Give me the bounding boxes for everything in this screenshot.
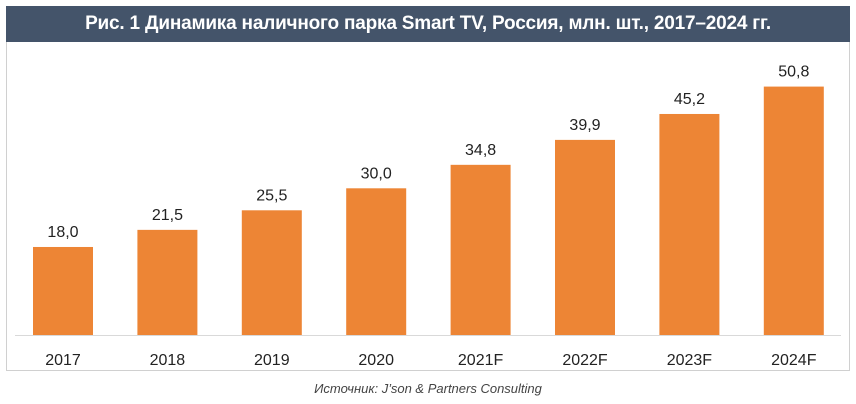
x-tick-label: 2021F [458,352,504,369]
data-label: 34,8 [465,142,496,159]
bar-chart: 18,0 2017 21,5 2018 25,5 2019 30,0 2020 34,8 2021… [15,64,841,369]
x-tick-label: 2017 [45,352,81,369]
data-label: 18,0 [47,224,78,241]
chart-title: Рис. 1 Динамика наличного парка Smart TV… [6,6,850,42]
x-tick-label: 2019 [254,352,290,369]
x-tick-label: 2024F [771,352,817,369]
data-label: 39,9 [569,117,600,134]
bar-2020 [346,188,407,335]
chart-panel: 18,0 2017 21,5 2018 25,5 2019 30,0 2020 34,8 2021… [6,42,850,371]
bar-2022F [555,139,615,335]
data-label: 21,5 [152,207,183,224]
bar-2019 [241,210,302,335]
data-label: 30,0 [361,165,392,182]
x-tick-label: 2023F [667,352,713,369]
source-note: Источник: J’son & Partners Consulting [314,381,542,396]
bar-2024F [763,86,824,335]
x-tick-label: 2020 [358,352,394,369]
x-tick-label: 2022F [562,352,608,369]
data-label: 50,8 [778,64,809,81]
bar-2018 [137,229,198,335]
x-tick-label: 2018 [150,352,186,369]
bar-2023F [659,113,720,335]
data-label: 25,5 [256,187,287,204]
bar-2017 [33,246,93,335]
bar-2021F [450,164,511,335]
data-label: 45,2 [674,91,705,108]
